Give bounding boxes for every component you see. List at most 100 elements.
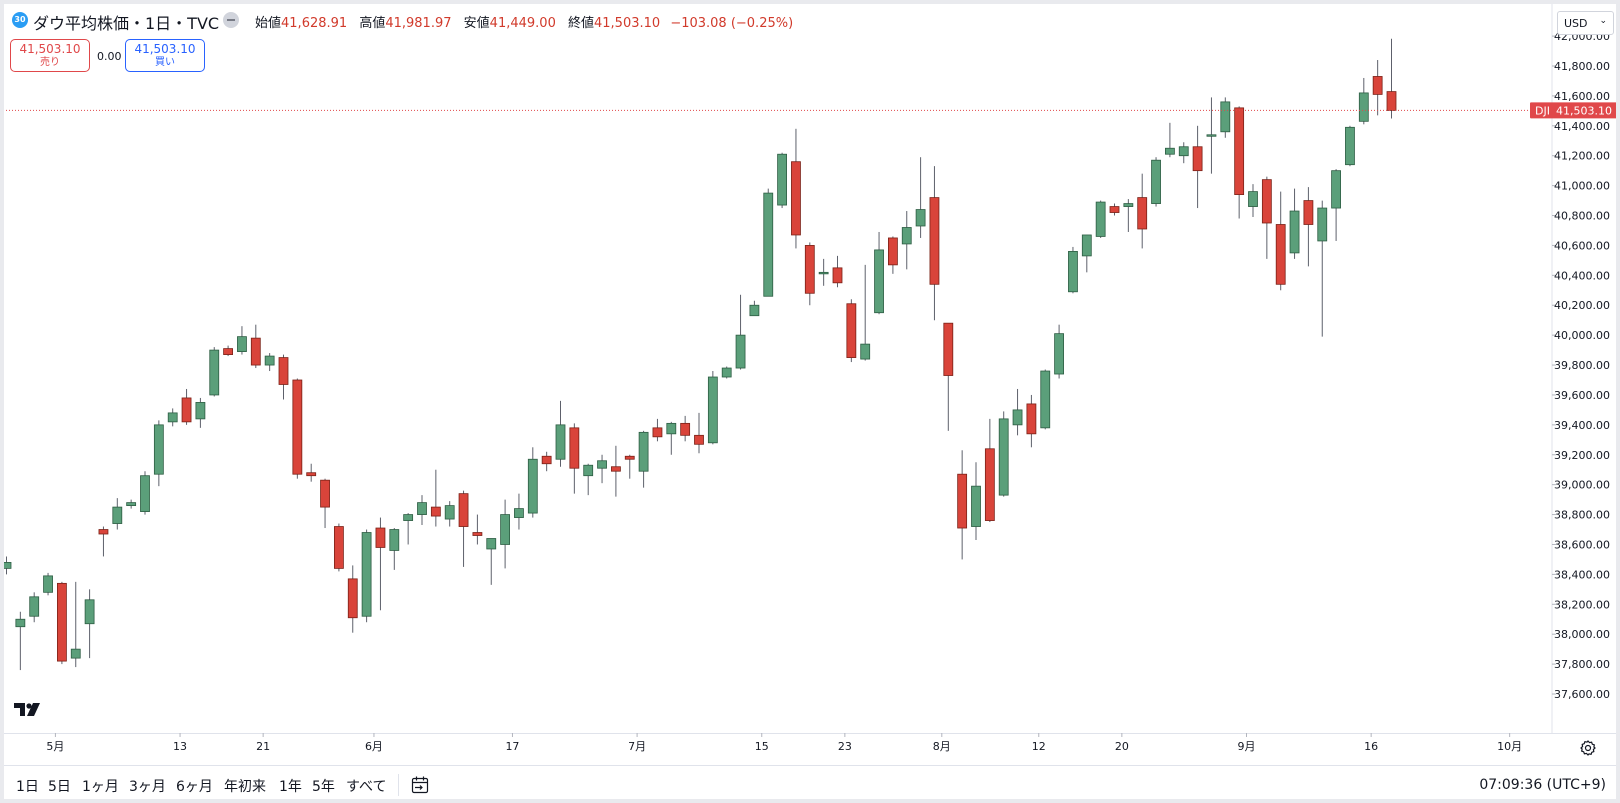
sell-button[interactable]: 41,503.10 売り — [10, 39, 90, 72]
candle-up — [638, 430, 649, 488]
range-all-button[interactable]: すべて — [346, 779, 387, 795]
candle-body — [694, 434, 704, 445]
candle-up — [43, 572, 53, 596]
candle-up — [1012, 388, 1023, 436]
candle-down — [1234, 106, 1245, 219]
candle-body — [347, 578, 358, 619]
candle-down — [1303, 187, 1314, 267]
calendar-range-icon[interactable] — [410, 775, 430, 795]
candle-body — [1, 562, 12, 569]
candle-body — [140, 475, 150, 512]
candle-body — [237, 336, 247, 352]
candlestick-chart[interactable]: DJI 41,503.10 37,600.00 37,800.00 38,000.00… — [0, 0, 1620, 765]
price-axis-label: 38,400.00 — [1554, 568, 1610, 581]
candle-body — [472, 532, 483, 536]
candle-up — [417, 495, 427, 526]
symbol-title[interactable]: ダウ平均株価・1日・TVC — [33, 14, 220, 33]
candle-up — [1331, 169, 1341, 241]
candle-down — [1275, 191, 1286, 291]
buy-button[interactable]: 41,503.10 買い — [125, 39, 205, 72]
candle-body — [112, 506, 123, 524]
candle-down — [694, 412, 704, 454]
bottom-toolbar: 1日 5日 1ヶ月 3ヶ月 6ヶ月 年初来 1年 5年 すべて 07:09:36… — [0, 765, 1620, 803]
candle-body — [611, 466, 621, 472]
time-axis-label: 13 — [173, 740, 187, 753]
open-value: 41,628.91 — [281, 16, 348, 31]
candle-body — [1317, 207, 1328, 242]
candle-down — [278, 354, 289, 400]
candle-up — [777, 152, 787, 209]
candle-body — [417, 502, 427, 515]
range-5y-button[interactable]: 5年 — [312, 779, 335, 795]
candle-up — [721, 366, 732, 379]
candle-down — [1026, 394, 1037, 448]
candle-body — [583, 464, 594, 477]
price-axis-label: 38,800.00 — [1554, 509, 1610, 522]
candle-body — [1358, 92, 1369, 122]
time-axis-label: 17 — [505, 740, 519, 753]
price-axis-label: 38,000.00 — [1554, 628, 1610, 641]
candle-body — [791, 161, 801, 236]
candle-body — [1345, 126, 1355, 166]
candle-body — [15, 618, 26, 628]
candle-body — [888, 237, 898, 266]
candle-up — [237, 326, 247, 355]
candle-body — [1040, 370, 1051, 429]
settings-gear-icon[interactable] — [1578, 738, 1598, 758]
candle-body — [209, 349, 220, 396]
candle-down — [458, 490, 469, 567]
candle-body — [514, 508, 524, 518]
candle-body — [846, 303, 857, 358]
price-axis-label: 41,400.00 — [1554, 120, 1610, 133]
time-axis-label: 15 — [755, 740, 769, 753]
candle-up — [126, 499, 137, 509]
candle-body — [901, 227, 912, 245]
candle-down — [320, 478, 330, 529]
candle-body — [57, 582, 67, 662]
collapse-legend-button[interactable] — [223, 12, 239, 28]
candle-down — [472, 514, 483, 545]
range-6m-button[interactable]: 6ヶ月 — [176, 779, 213, 795]
candle-up — [901, 211, 912, 270]
range-3m-button[interactable]: 3ヶ月 — [129, 779, 166, 795]
candle-body — [153, 424, 164, 475]
candle-down — [569, 423, 580, 494]
candle-body — [1206, 134, 1217, 137]
range-ytd-button[interactable]: 年初来 — [224, 779, 266, 795]
time-axis-label: 12 — [1032, 740, 1046, 753]
price-axis-label: 40,600.00 — [1554, 239, 1610, 252]
candle-body — [167, 412, 178, 423]
candle-body — [804, 245, 815, 294]
close-label: 終値 — [567, 16, 594, 31]
range-1d-button[interactable]: 1日 — [16, 779, 39, 795]
range-5d-button[interactable]: 5日 — [48, 779, 71, 795]
candle-down — [1137, 173, 1148, 249]
candle-body — [763, 192, 774, 297]
candle-up — [1095, 200, 1106, 238]
buy-price: 41,503.10 — [134, 42, 196, 56]
last-price-line: DJI 41,503.10 — [0, 102, 1618, 119]
low-label: 安値 — [463, 16, 490, 31]
candle-body — [1372, 76, 1383, 95]
candle-up — [1081, 234, 1092, 273]
candle-down — [57, 581, 67, 665]
candle-body — [818, 271, 829, 275]
candle-body — [126, 502, 137, 507]
candle-body — [1331, 170, 1341, 209]
symbol-badge: 30 — [12, 12, 28, 28]
range-1y-button[interactable]: 1年 — [279, 779, 302, 795]
time-axis-label: 20 — [1115, 740, 1129, 753]
range-1m-button[interactable]: 1ヶ月 — [82, 779, 119, 795]
price-axis-label: 41,800.00 — [1554, 60, 1610, 73]
time-axis-label: 21 — [256, 740, 270, 753]
currency-select[interactable]: USD ⌄ — [1557, 11, 1614, 35]
candle-body — [569, 427, 580, 469]
tradingview-logo[interactable] — [14, 702, 46, 718]
candle-up — [444, 501, 455, 527]
buy-label: 買い — [155, 57, 175, 68]
candle-body — [486, 538, 497, 550]
candle-body — [43, 575, 53, 593]
candle-down — [1261, 176, 1272, 259]
clock-timezone[interactable]: 07:09:36 (UTC+9) — [1479, 777, 1606, 793]
